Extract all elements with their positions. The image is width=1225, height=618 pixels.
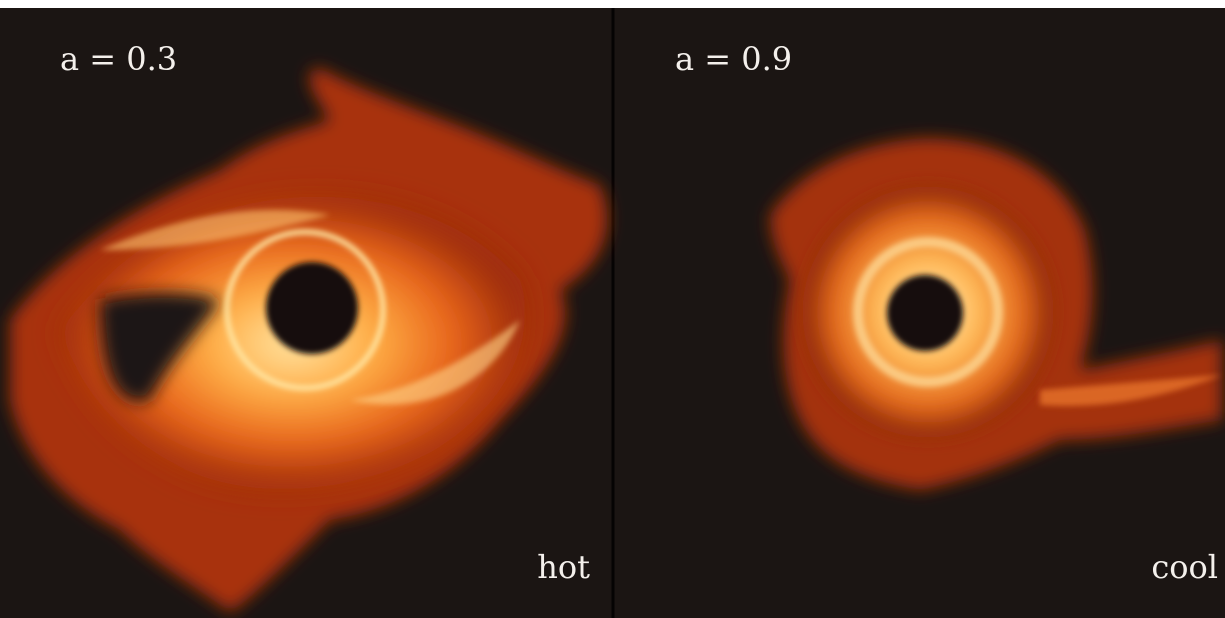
panel-note: cool (1151, 548, 1218, 586)
figure: a = 0.3 hot a = 0.9 cool (0, 0, 1225, 618)
panel-label: a = 0.3 (60, 40, 177, 78)
page: a = 0.3 hot a = 0.9 cool (() => { const … (0, 0, 1225, 618)
panel-label: a = 0.9 (675, 40, 792, 78)
panel-note: hot (537, 548, 590, 586)
